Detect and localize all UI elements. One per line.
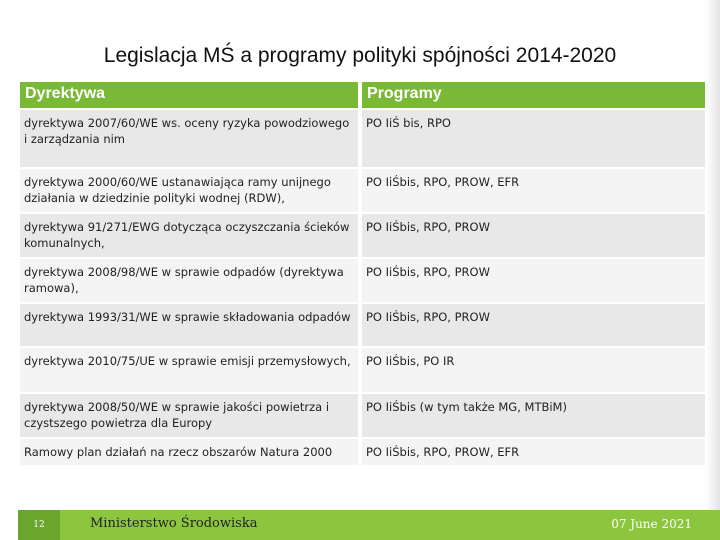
table-cell: dyrektywa 1993/31/WE w sprawie składowan… [20,304,358,346]
table-cell: dyrektywa 2008/50/WE w sprawie jakości p… [20,394,358,437]
table-cell: PO IiŚbis (w tym także MG, MTBiM) [362,394,705,437]
table-cell: PO IiŚbis, PO IR [362,348,705,392]
table-cell: dyrektywa 2000/60/WE ustanawiająca ramy … [20,169,358,212]
table-cell: dyrektywa 2007/60/WE ws. oceny ryzyka po… [20,110,358,167]
footer-organization: Ministerstwo Środowiska [90,516,258,531]
table-cell: PO IiŚbis, RPO, PROW [362,304,705,346]
table-cell: Ramowy plan działań na rzecz obszarów Na… [20,439,358,465]
table-cell: PO IiŚbis, RPO, PROW [362,259,705,302]
table-cell: dyrektywa 2010/75/UE w sprawie emisji pr… [20,348,358,392]
slide-title: Legislacja MŚ a programy polityki spójno… [103,44,617,67]
table-cell: PO IiŚbis, RPO, PROW, EFR [362,439,705,465]
page-number: 12 [18,510,60,540]
footer-bar [60,510,720,540]
table-cell: dyrektywa 2008/98/WE w sprawie odpadów (… [20,259,358,302]
footer-date: 07 June 2021 [611,517,692,531]
column-header: Programy [362,82,705,108]
column-header: Dyrektywa [20,82,358,108]
table-cell: PO IiŚbis, RPO, PROW [362,214,705,257]
table-cell: PO IiŚ bis, RPO [362,110,705,167]
table-cell: PO IiŚbis, RPO, PROW, EFR [362,169,705,212]
edge-shade [706,0,720,540]
table-cell: dyrektywa 91/271/EWG dotycząca oczyszcza… [20,214,358,257]
